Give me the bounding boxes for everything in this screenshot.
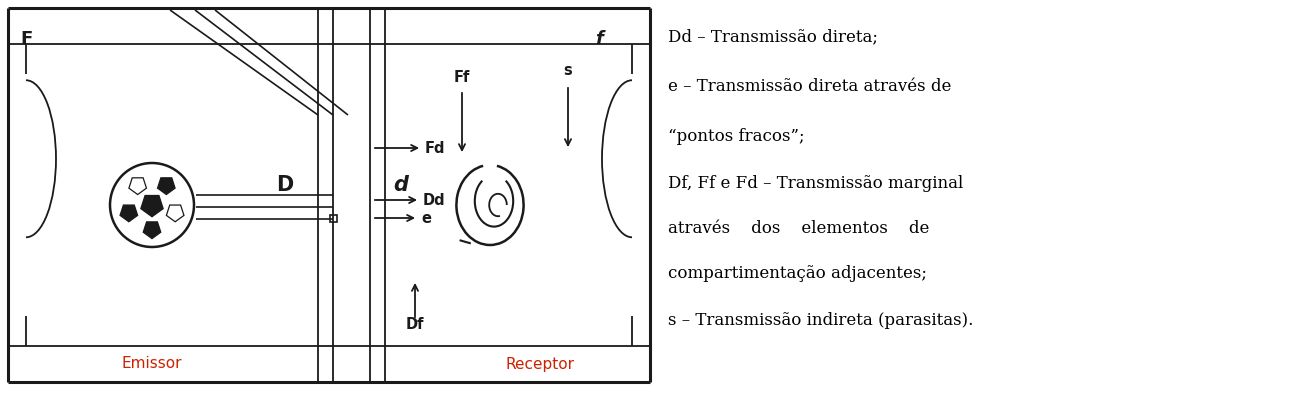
Text: d: d xyxy=(393,175,409,195)
Text: Dd – Transmissão direta;: Dd – Transmissão direta; xyxy=(668,28,878,45)
Text: e – Transmissão direta através de: e – Transmissão direta através de xyxy=(668,78,951,95)
Text: D: D xyxy=(276,175,293,195)
Text: Df: Df xyxy=(406,317,424,332)
Text: f: f xyxy=(595,30,603,48)
Polygon shape xyxy=(158,178,175,195)
Text: Receptor: Receptor xyxy=(506,357,574,372)
Bar xyxy=(330,215,336,222)
Text: “pontos fracos”;: “pontos fracos”; xyxy=(668,128,804,145)
Text: s: s xyxy=(564,63,573,78)
Text: através    dos    elementos    de: através dos elementos de xyxy=(668,220,929,237)
Polygon shape xyxy=(143,222,160,239)
Polygon shape xyxy=(120,205,138,222)
Text: compartimentação adjacentes;: compartimentação adjacentes; xyxy=(668,265,926,282)
Text: Emissor: Emissor xyxy=(122,357,183,372)
Text: Df, Ff e Fd – Transmissão marginal: Df, Ff e Fd – Transmissão marginal xyxy=(668,175,963,192)
Text: s – Transmissão indireta (parasitas).: s – Transmissão indireta (parasitas). xyxy=(668,312,974,329)
Polygon shape xyxy=(141,195,163,217)
Text: Fd: Fd xyxy=(424,141,445,156)
Text: e: e xyxy=(420,210,431,225)
Text: Ff: Ff xyxy=(453,70,470,85)
Text: Dd: Dd xyxy=(423,193,445,208)
Text: F: F xyxy=(20,30,33,48)
